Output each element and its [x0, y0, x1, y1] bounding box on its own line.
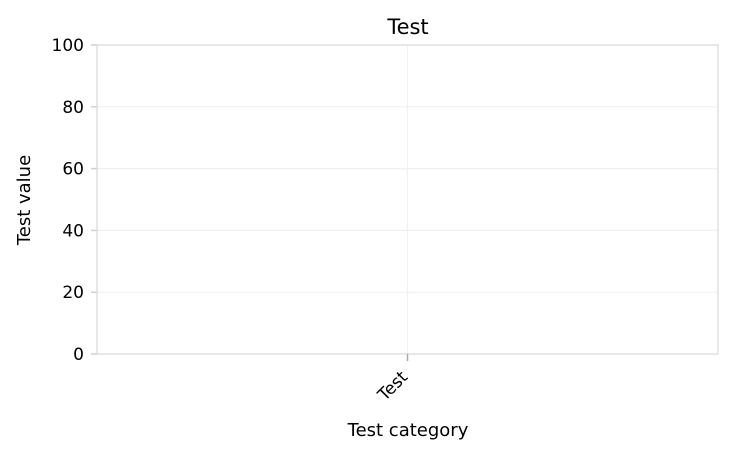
y-tick-label: 80 — [62, 98, 84, 118]
y-tick-label: 60 — [62, 160, 84, 180]
x-axis-label: Test category — [347, 420, 469, 441]
y-tick-label: 0 — [73, 345, 84, 365]
chart-title: Test — [386, 15, 428, 39]
y-axis: 0 20 40 60 80 100 — [52, 36, 97, 365]
x-axis: Test — [374, 354, 413, 406]
grid — [97, 45, 718, 354]
y-axis-label: Test value — [14, 155, 35, 246]
y-tick-label: 20 — [62, 283, 84, 303]
x-tick-label: Test — [374, 367, 413, 406]
y-tick-label: 40 — [62, 221, 84, 241]
y-tick-label: 100 — [52, 36, 84, 56]
